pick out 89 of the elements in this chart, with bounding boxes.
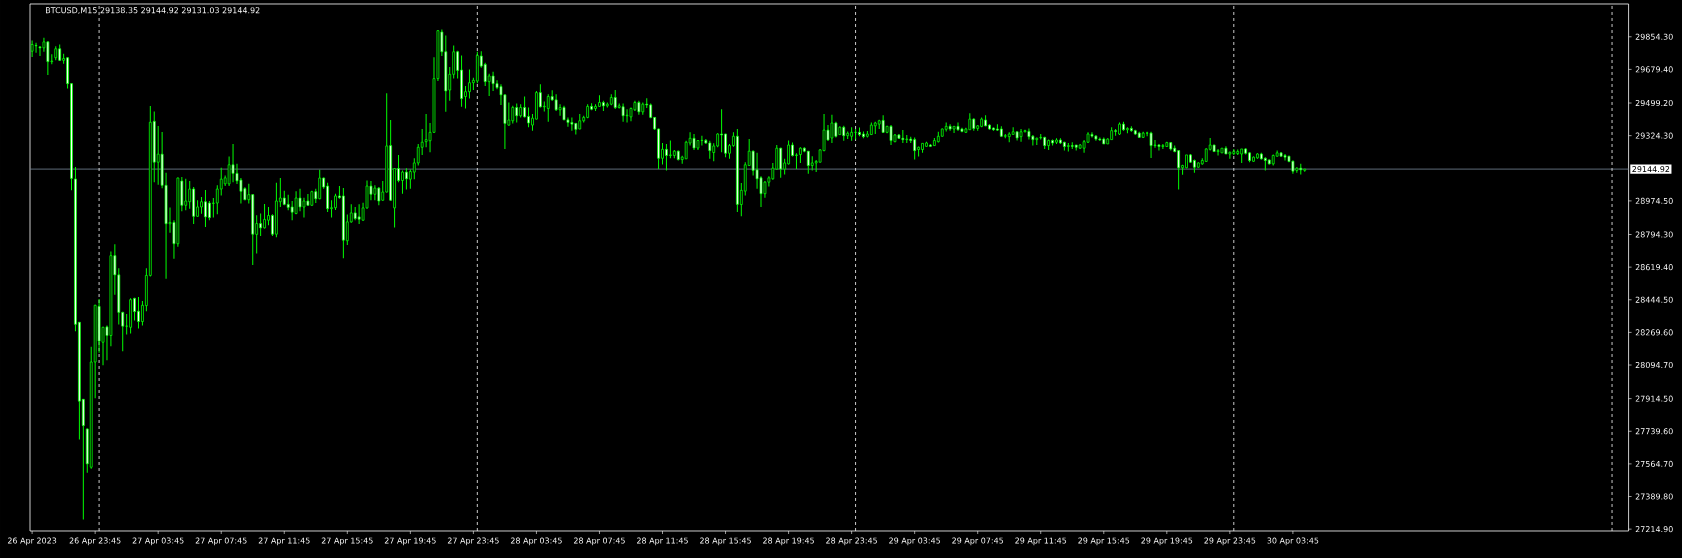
candlestick — [30, 40, 34, 58]
candlestick — [779, 147, 783, 179]
y-tick-label: 27739.60 — [1635, 428, 1673, 435]
y-tick-label: 27389.80 — [1635, 493, 1673, 500]
candlestick — [204, 189, 207, 228]
candlestick — [1019, 128, 1023, 143]
candlestick — [373, 184, 377, 201]
candlestick — [156, 125, 160, 186]
candlestick — [259, 212, 263, 237]
y-tick-label: 29499.20 — [1635, 99, 1673, 107]
candlestick — [405, 167, 408, 190]
y-tick-label: 28619.40 — [1635, 264, 1673, 271]
x-tick-label: 28 Apr 23:45 — [826, 537, 877, 546]
x-tick-label: 27 Apr 11:45 — [258, 537, 310, 546]
y-tick-label: 28794.30 — [1635, 231, 1673, 238]
x-tick-label: 29 Apr 23:45 — [1204, 537, 1256, 546]
x-tick-label: 30 Apr 03:45 — [1267, 537, 1319, 546]
candlestick — [306, 193, 310, 207]
candlestick — [38, 45, 42, 57]
x-tick-label: 27 Apr 19:45 — [384, 537, 436, 546]
candlestick — [889, 124, 893, 146]
y-tick-label: 27214.90 — [1635, 526, 1673, 533]
chart-title: BTCUSD,M15 29138.35 29144.92 29131.03 29144.92 — [45, 7, 260, 15]
candlestick — [625, 108, 629, 123]
candlestick — [558, 103, 562, 117]
y-tick-label: 29679.40 — [1635, 66, 1673, 73]
x-tick-label: 28 Apr 11:45 — [637, 537, 688, 546]
y-tick-label: 27564.70 — [1635, 460, 1673, 467]
x-tick-label: 29 Apr 11:45 — [1015, 537, 1067, 546]
candlestick — [708, 140, 712, 160]
candlestick — [1283, 153, 1287, 162]
candlestick — [700, 135, 704, 147]
candlestick — [1216, 148, 1220, 156]
candlestick — [830, 114, 834, 144]
candlestick — [1177, 149, 1181, 190]
candlestick — [913, 136, 917, 161]
y-tick-label: 28974.50 — [1635, 197, 1673, 204]
candlestick — [302, 197, 306, 219]
x-tick-label: 26 Apr 23:45 — [69, 537, 121, 546]
y-tick-label: 29854.30 — [1635, 33, 1673, 40]
candlestick — [231, 143, 235, 183]
candlestick — [956, 121, 960, 132]
candlestick — [34, 42, 38, 54]
x-tick-label: 29 Apr 19:45 — [1141, 537, 1193, 546]
y-tick-label: 28094.70 — [1635, 361, 1673, 369]
candlestick — [621, 102, 625, 123]
candlestick — [290, 200, 294, 221]
candlestick — [724, 133, 727, 158]
candlestick — [318, 169, 322, 200]
x-tick-label: 27 Apr 23:45 — [447, 537, 499, 546]
x-tick-label: 29 Apr 15:45 — [1078, 537, 1130, 546]
candlestick — [570, 116, 574, 132]
candlestick — [137, 296, 140, 330]
y-tick-label: 29324.30 — [1635, 132, 1673, 139]
candlestick — [1149, 131, 1153, 159]
candlestick — [377, 186, 381, 206]
candlestick — [613, 89, 617, 110]
x-tick-label: 29 Apr 03:45 — [889, 537, 941, 546]
candlestick — [46, 40, 50, 76]
candlestick — [665, 143, 668, 171]
candlestick — [1157, 143, 1161, 152]
x-tick-label: 28 Apr 19:45 — [763, 537, 814, 546]
candlestick — [515, 102, 519, 123]
candlestick — [527, 107, 530, 128]
candlestick — [1228, 151, 1232, 160]
candlestick — [787, 140, 790, 166]
candlestick — [491, 71, 495, 92]
x-tick-label: 27 Apr 07:45 — [195, 537, 247, 546]
candlestick — [208, 200, 211, 221]
candlestick — [263, 203, 266, 230]
candlestick — [357, 203, 361, 225]
x-tick-label: 29 Apr 07:45 — [952, 537, 1004, 546]
candlestick — [184, 178, 188, 211]
x-tick-label: 28 Apr 15:45 — [700, 537, 751, 546]
x-tick-label: 26 Apr 2023 — [7, 537, 57, 546]
x-tick-label: 28 Apr 03:45 — [510, 537, 562, 546]
candlestick — [401, 169, 404, 195]
y-tick-label: 27914.50 — [1635, 395, 1673, 402]
candlestick — [720, 108, 723, 153]
x-tick-label: 27 Apr 03:45 — [132, 537, 184, 546]
x-tick-label: 28 Apr 07:45 — [573, 537, 625, 546]
ref-line-label: 29144.92 — [1632, 166, 1670, 173]
y-tick-label: 28269.60 — [1635, 329, 1673, 336]
y-tick-label: 28444.50 — [1635, 296, 1673, 303]
x-tick-label: 27 Apr 15:45 — [321, 537, 373, 546]
candlestick — [546, 93, 550, 123]
candlestick — [806, 150, 810, 175]
candlestick — [1161, 143, 1165, 150]
candlestick — [468, 68, 471, 100]
